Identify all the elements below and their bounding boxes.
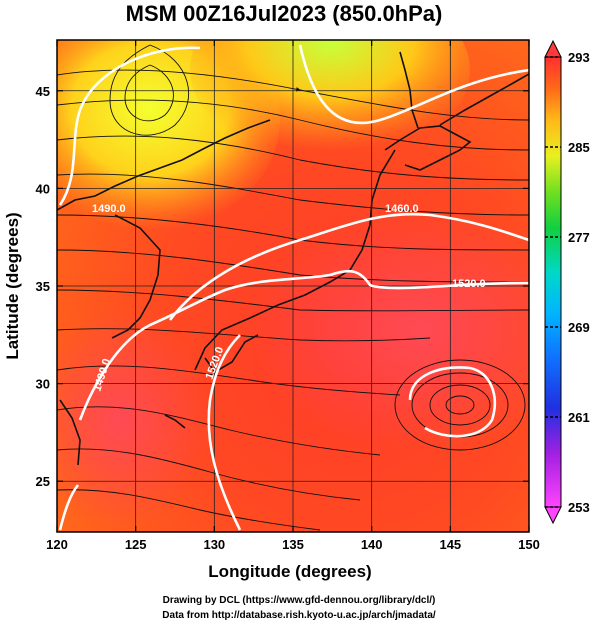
colorbar-tick-label: 269 (568, 320, 590, 335)
contour-line (207, 334, 242, 531)
coastline-shikoku-kyushu (204, 334, 259, 374)
streamline-vortex-east (445, 395, 475, 415)
contour-line (58, 46, 201, 206)
chart-title: MSM 00Z16Jul2023 (850.0hPa) (126, 1, 443, 26)
contour-label: 1460.0 (385, 203, 419, 215)
streamline (57, 69, 529, 121)
coastline-sakhalin (399, 51, 419, 129)
y-tick-label: 30 (36, 377, 50, 392)
contour-line (408, 366, 497, 438)
streamline (57, 173, 529, 216)
height-contours (58, 44, 529, 531)
warm-region-southwest (57, 310, 210, 530)
contour-line (298, 44, 529, 125)
streamline (57, 406, 381, 456)
coastline-korea (111, 214, 161, 339)
contour-line (168, 212, 529, 321)
cool-region-north (190, 40, 470, 160)
x-tick-label: 130 (203, 537, 225, 552)
plot-area: 1460.0 1520.0 1490.0 1520.0 1490.0 (57, 40, 529, 532)
colorbar-tick-label: 285 (568, 140, 590, 155)
y-tick-label: 25 (36, 474, 50, 489)
contour-line (78, 273, 331, 421)
coastlines (57, 51, 529, 466)
coastline-ryukyu (164, 414, 186, 429)
wind-streamlines (57, 44, 529, 531)
y-tick-label: 35 (36, 279, 50, 294)
x-axis-label: Longitude (degrees) (208, 562, 371, 581)
coastline-asia-mainland (57, 119, 271, 211)
streamline (57, 489, 321, 531)
warm-region-east (250, 210, 529, 450)
coastline-hokkaido (384, 125, 472, 171)
credit-data: Data from http://database.rish.kyoto-u.a… (162, 610, 436, 621)
credit-drawing: Drawing by DCL (https://www.gfd-dennou.o… (163, 595, 436, 606)
x-tick-label: 120 (46, 537, 68, 552)
streamline (57, 135, 529, 181)
streamline (57, 99, 529, 151)
colorbar-tick-label: 277 (568, 230, 590, 245)
colorbar-tick-label: 261 (568, 410, 590, 425)
y-tick-label: 40 (36, 181, 50, 196)
colorbar-tick-label: 253 (568, 500, 590, 515)
colorbar-min-arrow (544, 506, 562, 525)
colorbar-ticks: 293 285 277 269 261 253 (545, 50, 590, 515)
colorbar-tick-label: 293 (568, 50, 590, 65)
coastline-kuril-islands (439, 73, 529, 126)
x-tick-label: 140 (361, 537, 383, 552)
y-axis-label: Latitude (degrees) (3, 212, 22, 359)
y-axis-ticks: 25 30 35 40 45 (36, 84, 529, 489)
streamline-vortex-northwest (124, 64, 174, 122)
streamline (57, 289, 529, 312)
streamline-vortex-northwest (109, 44, 190, 136)
colorbar: 293 285 277 269 261 253 (544, 39, 590, 525)
colorbar-gradient (544, 56, 562, 508)
streamline-vortex-east (429, 384, 491, 426)
streamline (57, 448, 361, 501)
x-tick-label: 125 (125, 537, 147, 552)
contour-line (58, 484, 80, 531)
x-tick-label: 150 (518, 537, 540, 552)
x-tick-label: 145 (439, 537, 461, 552)
x-axis-ticks: 120 125 130 135 140 145 150 (46, 40, 540, 552)
streamline (57, 365, 401, 396)
colorbar-max-arrow (544, 39, 562, 58)
contour-label: 1520.0 (452, 278, 486, 290)
contour-label: 1490.0 (92, 203, 126, 215)
streamline (57, 328, 431, 342)
y-tick-label: 45 (36, 84, 50, 99)
streamline-vortex-east (394, 359, 526, 451)
contour-line (329, 269, 529, 290)
x-tick-label: 135 (282, 537, 304, 552)
streamline (57, 249, 529, 283)
